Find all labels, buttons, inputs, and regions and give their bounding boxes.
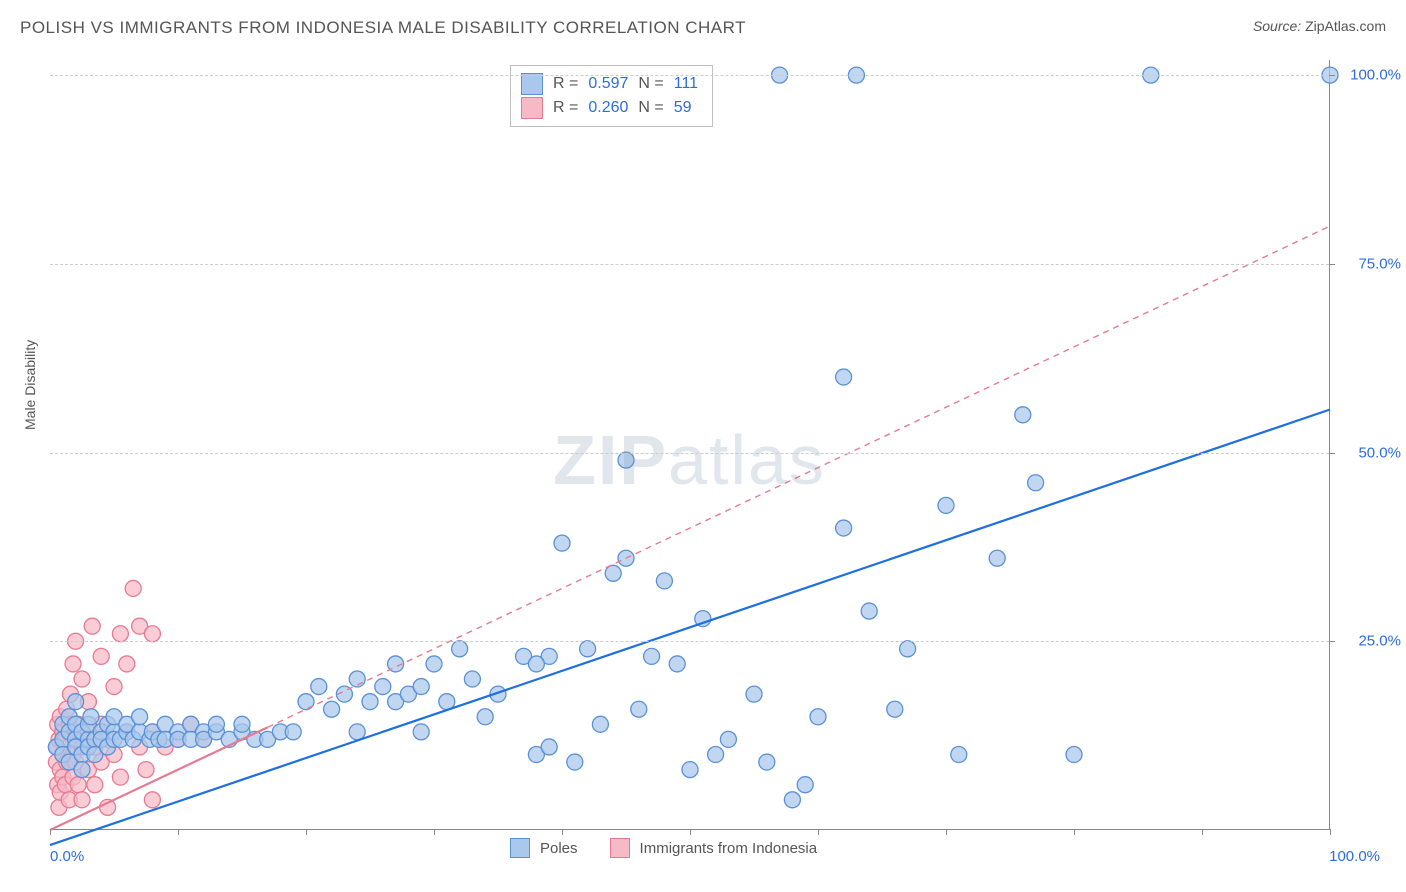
gridline bbox=[50, 264, 1329, 265]
series-label-poles: Poles bbox=[540, 840, 578, 857]
y-tick-label: 50.0% bbox=[1358, 444, 1401, 461]
plot-area: R = 0.597 N = 111 R = 0.260 N = 59 ZIPat… bbox=[50, 60, 1330, 830]
swatch-poles bbox=[521, 73, 543, 95]
x-tick-mark bbox=[178, 829, 179, 835]
gridline bbox=[50, 453, 1329, 454]
y-tick-label: 100.0% bbox=[1350, 67, 1401, 84]
y-tick-mark bbox=[1329, 641, 1335, 642]
series-legend: Poles Immigrants from Indonesia bbox=[510, 838, 817, 858]
r-value-indonesia: 0.260 bbox=[588, 96, 628, 120]
swatch-poles-bottom bbox=[510, 838, 530, 858]
x-tick-mark bbox=[1330, 829, 1331, 835]
chart-title: POLISH VS IMMIGRANTS FROM INDONESIA MALE… bbox=[20, 18, 746, 38]
gridline bbox=[50, 75, 1329, 76]
y-axis-label: Male Disability bbox=[22, 340, 38, 430]
n-label: N = bbox=[638, 96, 663, 120]
y-tick-label: 75.0% bbox=[1358, 255, 1401, 272]
source-label: Source: bbox=[1253, 18, 1301, 34]
x-tick-mark bbox=[1202, 829, 1203, 835]
swatch-indonesia bbox=[521, 97, 543, 119]
r-label: R = bbox=[553, 96, 578, 120]
swatch-indonesia-bottom bbox=[610, 838, 630, 858]
x-tick-mark bbox=[306, 829, 307, 835]
chart-svg bbox=[50, 60, 1329, 829]
x-tick-mark bbox=[818, 829, 819, 835]
source-name: ZipAtlas.com bbox=[1305, 18, 1386, 34]
series-label-indonesia: Immigrants from Indonesia bbox=[640, 840, 818, 857]
x-tick-mark bbox=[946, 829, 947, 835]
y-tick-mark bbox=[1329, 264, 1335, 265]
x-axis-max-label: 100.0% bbox=[1329, 848, 1380, 865]
x-axis-min-label: 0.0% bbox=[50, 848, 84, 865]
y-tick-mark bbox=[1329, 75, 1335, 76]
source-attribution: Source: ZipAtlas.com bbox=[1253, 18, 1386, 34]
x-tick-mark bbox=[1074, 829, 1075, 835]
y-tick-mark bbox=[1329, 453, 1335, 454]
gridline bbox=[50, 641, 1329, 642]
x-tick-mark bbox=[562, 829, 563, 835]
x-tick-mark bbox=[434, 829, 435, 835]
n-value-indonesia: 59 bbox=[674, 96, 692, 120]
x-tick-mark bbox=[690, 829, 691, 835]
legend-row-indonesia: R = 0.260 N = 59 bbox=[521, 96, 698, 120]
y-tick-label: 25.0% bbox=[1358, 633, 1401, 650]
x-tick-mark bbox=[50, 829, 51, 835]
